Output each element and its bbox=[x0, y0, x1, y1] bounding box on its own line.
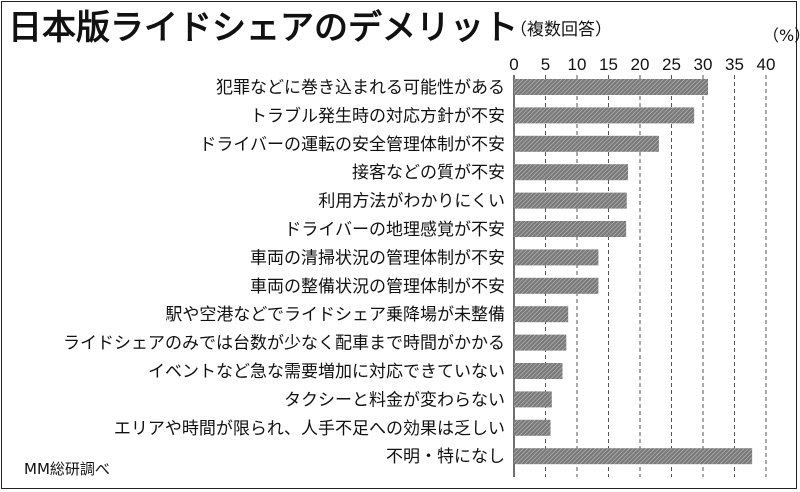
unit-label: （%） bbox=[763, 26, 800, 45]
chart-subtitle: （複数回答） bbox=[510, 20, 612, 40]
source-note: MM総研調べ bbox=[24, 460, 110, 478]
bar-1 bbox=[514, 107, 695, 124]
bar-10 bbox=[514, 363, 563, 379]
x-tick-label-35: 35 bbox=[725, 55, 744, 74]
category-label-9: ライドシェアのみでは台数が少なく配車まで時間がかかる bbox=[63, 334, 505, 354]
category-labels: 犯罪などに巻き込まれる可能性があるトラブル発生時の対応方針が不安ドライバーの運転… bbox=[63, 78, 505, 467]
category-label-11: タクシーと料金が変わらない bbox=[284, 390, 505, 410]
x-tick-label-25: 25 bbox=[662, 55, 681, 74]
category-label-2: ドライバーの運転の安全管理体制が不安 bbox=[199, 135, 505, 155]
bars bbox=[514, 79, 753, 465]
bar-4 bbox=[514, 192, 627, 209]
bar-7 bbox=[514, 277, 599, 294]
bar-13 bbox=[514, 448, 753, 465]
x-tick-label-5: 5 bbox=[541, 55, 550, 74]
category-label-4: 利用方法がわかりにくい bbox=[318, 192, 505, 212]
category-label-7: 車両の整備状況の管理体制が不安 bbox=[250, 277, 505, 297]
category-label-6: 車両の清掃状況の管理体制が不安 bbox=[250, 248, 505, 268]
grid-lines bbox=[513, 75, 767, 477]
x-tick-label-0: 0 bbox=[509, 55, 518, 74]
category-label-13: 不明・特になし bbox=[386, 447, 505, 467]
x-tick-label-20: 20 bbox=[631, 55, 650, 74]
bar-6 bbox=[514, 249, 599, 266]
bar-8 bbox=[514, 306, 569, 323]
category-label-12: エリアや時間が限られ、人手不足への効果は乏しい bbox=[114, 419, 505, 439]
bar-3 bbox=[514, 164, 629, 181]
bar-0 bbox=[514, 79, 709, 95]
bar-2 bbox=[514, 135, 659, 152]
category-label-0: 犯罪などに巻き込まれる可能性がある bbox=[216, 78, 505, 98]
category-label-5: ドライバーの地理感覚が不安 bbox=[284, 220, 505, 240]
x-tick-label-30: 30 bbox=[694, 55, 713, 74]
x-tick-label-15: 15 bbox=[599, 55, 618, 74]
x-tick-label-40: 40 bbox=[757, 55, 776, 74]
category-label-3: 接客などの質が不安 bbox=[352, 163, 505, 183]
bar-9 bbox=[514, 334, 567, 351]
bar-5 bbox=[514, 221, 627, 237]
x-axis-ticks: 0 5 10 15 20 25 30 35 40 bbox=[509, 55, 775, 74]
category-label-1: トラブル発生時の対応方針が不安 bbox=[250, 105, 505, 126]
category-label-8: 駅や空港などでライドシェア乗降場が未整備 bbox=[165, 305, 505, 325]
bar-12 bbox=[514, 419, 551, 436]
x-tick-label-10: 10 bbox=[568, 55, 587, 74]
chart-title: 日本版ライドシェアのデメリット bbox=[8, 8, 518, 48]
category-label-10: イベントなど急な需要増加に対応できていない bbox=[148, 362, 505, 382]
bar-11 bbox=[514, 391, 552, 408]
